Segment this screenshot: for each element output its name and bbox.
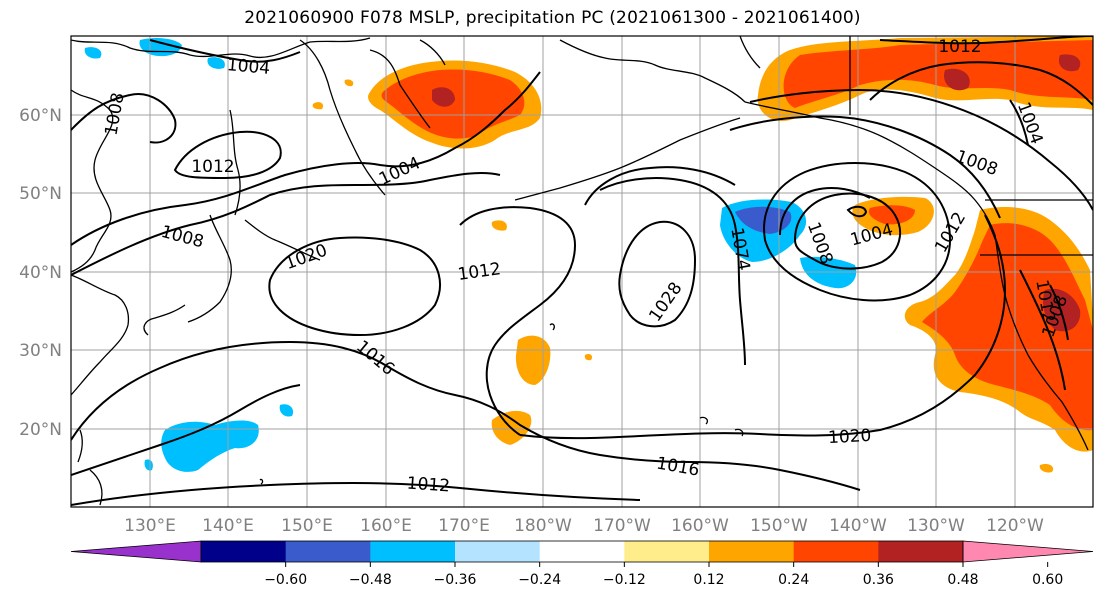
lon-label: 170°W (593, 516, 651, 536)
lat-label: 40°N (19, 263, 62, 283)
colorbar-tick-label: −0.36 (434, 572, 477, 588)
colorbar-segment (285, 541, 371, 562)
lon-label: 140°E (202, 516, 254, 536)
map-area: 1004 1008 1012 1004 1008 1020 1012 1028 … (71, 36, 1093, 507)
isobar-label: 1020 (828, 426, 872, 448)
lat-label: 60°N (19, 106, 62, 126)
isobar-label: 1012 (191, 157, 234, 177)
colorbar-border (200, 540, 964, 563)
lon-label: 120°W (986, 516, 1044, 536)
lon-label: 140°W (829, 516, 887, 536)
colorbar-tick-label: 0.60 (1032, 572, 1063, 588)
lat-label: 50°N (19, 184, 62, 204)
isobar-label: 1012 (406, 474, 451, 497)
colorbar-tick-label: 0.12 (693, 572, 724, 588)
colorbar: −0.60 −0.48 −0.36 −0.24 −0.12 0.12 0.24 0.36 0.4… (70, 540, 1094, 588)
lon-label: 130°E (124, 516, 176, 536)
colorbar-tick-label: −0.24 (518, 572, 561, 588)
colorbar-tick-label: −0.48 (349, 572, 392, 588)
isobar-label: 1004 (226, 55, 271, 79)
colorbar-segment (201, 541, 287, 562)
lon-label: 170°E (438, 516, 490, 536)
colorbar-segment (878, 541, 964, 562)
latitude-labels: 60°N 50°N 40°N 30°N 20°N (19, 106, 62, 440)
lon-label: 150°E (281, 516, 333, 536)
colorbar-tick-label: −0.60 (264, 572, 307, 588)
precipitation-fill (84, 36, 1093, 473)
colorbar-segment (539, 541, 625, 562)
colorbar-tick-label: −0.12 (603, 572, 646, 588)
colorbar-segment (455, 541, 541, 562)
isobar-label: 1012 (938, 37, 981, 57)
lon-label: 180°W (514, 516, 572, 536)
coastlines (71, 36, 1093, 506)
colorbar-tick-label: 0.24 (778, 572, 809, 588)
lat-label: 30°N (19, 341, 62, 361)
lon-label: 130°W (907, 516, 965, 536)
map-frame (70, 35, 1094, 508)
colorbar-extend-high (962, 540, 1094, 563)
map-title: 2021060900 F078 MSLP, precipitation PC (… (244, 8, 861, 28)
lat-label: 20°N (19, 420, 62, 440)
colorbar-segment (370, 541, 456, 562)
colorbar-extend-low (70, 540, 202, 563)
colorbar-segment (624, 541, 710, 562)
graticule (71, 36, 1093, 507)
colorbar-segment (793, 541, 879, 562)
longitude-labels: 130°E 140°E 150°E 160°E 170°E 180°W 170°… (124, 516, 1044, 536)
colorbar-tick-label: 0.48 (947, 572, 978, 588)
isobars (71, 36, 1093, 506)
lon-label: 150°W (750, 516, 808, 536)
lon-label: 160°W (671, 516, 729, 536)
lon-label: 160°E (360, 516, 412, 536)
colorbar-tick-label: 0.36 (863, 572, 894, 588)
colorbar-segment (709, 541, 795, 562)
